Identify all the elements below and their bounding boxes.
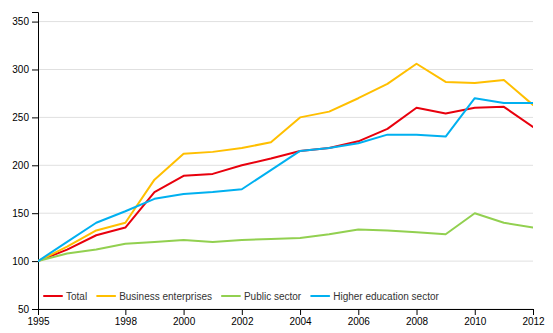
x-tick: 2006 <box>348 309 371 327</box>
x-axis-line <box>39 310 534 316</box>
x-tick: 2008 <box>406 309 429 327</box>
x-tick: 2004 <box>289 309 312 327</box>
y-tick: 350 <box>12 16 38 27</box>
y-tick: 200 <box>12 160 38 171</box>
y-tick: 100 <box>12 256 38 267</box>
x-tick-label: 2008 <box>406 316 429 327</box>
y-tick: 50 <box>18 304 38 315</box>
y-tick-label: 150 <box>12 208 29 219</box>
x-tick: 1998 <box>115 309 138 327</box>
x-tick-label: 2004 <box>289 316 312 327</box>
legend-swatch <box>97 295 115 297</box>
x-tick-label: 2010 <box>464 316 487 327</box>
chart: 1995 1998 2000 2002 2004 2006 2008 2010 2012 50 10… <box>0 0 553 333</box>
y-tick-mark <box>32 117 38 118</box>
series-line <box>38 64 533 261</box>
legend-item: Public sector <box>222 291 302 302</box>
lines <box>38 64 533 261</box>
y-tick-label: 200 <box>12 160 29 171</box>
x-tick: 2002 <box>231 309 254 327</box>
x-tick-mark <box>300 309 301 315</box>
grid <box>38 22 533 309</box>
x-tick: 1995 <box>27 309 50 327</box>
x-tick-label: 1995 <box>27 316 50 327</box>
legend-item: Total <box>44 291 87 302</box>
legend: Total Business enterprises Public sector Hi… <box>44 291 439 302</box>
legend-label: Business enterprises <box>119 291 212 302</box>
y-axis: 50 100 150 200 250 300 350 <box>12 13 38 315</box>
grid-line <box>38 69 533 70</box>
y-tick-mark <box>32 261 38 262</box>
x-tick: 2012 <box>522 309 545 327</box>
x-tick-mark <box>184 309 185 315</box>
legend-label: Public sector <box>244 291 302 302</box>
x-tick-mark <box>475 309 476 315</box>
x-tick-mark <box>358 309 359 315</box>
legend-item: Higher education sector <box>311 291 439 302</box>
x-tick-label: 2002 <box>231 316 254 327</box>
x-tick-mark <box>417 309 418 315</box>
y-tick-label: 250 <box>12 112 29 123</box>
y-tick: 150 <box>12 208 38 219</box>
y-tick-mark <box>32 22 38 23</box>
y-tick-label: 100 <box>12 256 29 267</box>
x-tick-mark <box>125 309 126 315</box>
y-tick-mark <box>32 309 38 310</box>
legend-swatch <box>44 295 62 297</box>
grid-line <box>38 261 533 262</box>
series-line <box>38 213 533 261</box>
legend-item: Business enterprises <box>97 291 212 302</box>
grid-line <box>38 21 533 22</box>
y-tick: 300 <box>12 64 38 75</box>
y-tick-mark <box>32 69 38 70</box>
x-tick-label: 2012 <box>522 316 545 327</box>
x-tick: 2010 <box>464 309 487 327</box>
legend-label: Total <box>66 291 87 302</box>
y-tick-label: 300 <box>12 64 29 75</box>
plot: 1995 1998 2000 2002 2004 2006 2008 2010 2012 50 10… <box>12 13 545 328</box>
y-tick-mark <box>32 213 38 214</box>
y-tick-mark <box>32 165 38 166</box>
x-tick-label: 2006 <box>348 316 371 327</box>
y-tick-label: 50 <box>18 304 30 315</box>
grid-line <box>38 213 533 214</box>
legend-swatch <box>311 295 329 297</box>
x-tick: 2000 <box>173 309 196 327</box>
x-axis: 1995 1998 2000 2002 2004 2006 2008 2010 2012 <box>27 309 545 327</box>
grid-line <box>38 165 533 166</box>
x-tick-label: 1998 <box>115 316 138 327</box>
x-tick-mark <box>242 309 243 315</box>
series-line <box>38 98 533 261</box>
x-tick-mark <box>533 309 534 315</box>
y-tick-label: 350 <box>12 16 29 27</box>
x-tick-label: 2000 <box>173 316 196 327</box>
legend-label: Higher education sector <box>333 291 439 302</box>
legend-swatch <box>222 295 240 297</box>
y-axis-line <box>32 13 39 310</box>
y-tick: 250 <box>12 112 38 123</box>
